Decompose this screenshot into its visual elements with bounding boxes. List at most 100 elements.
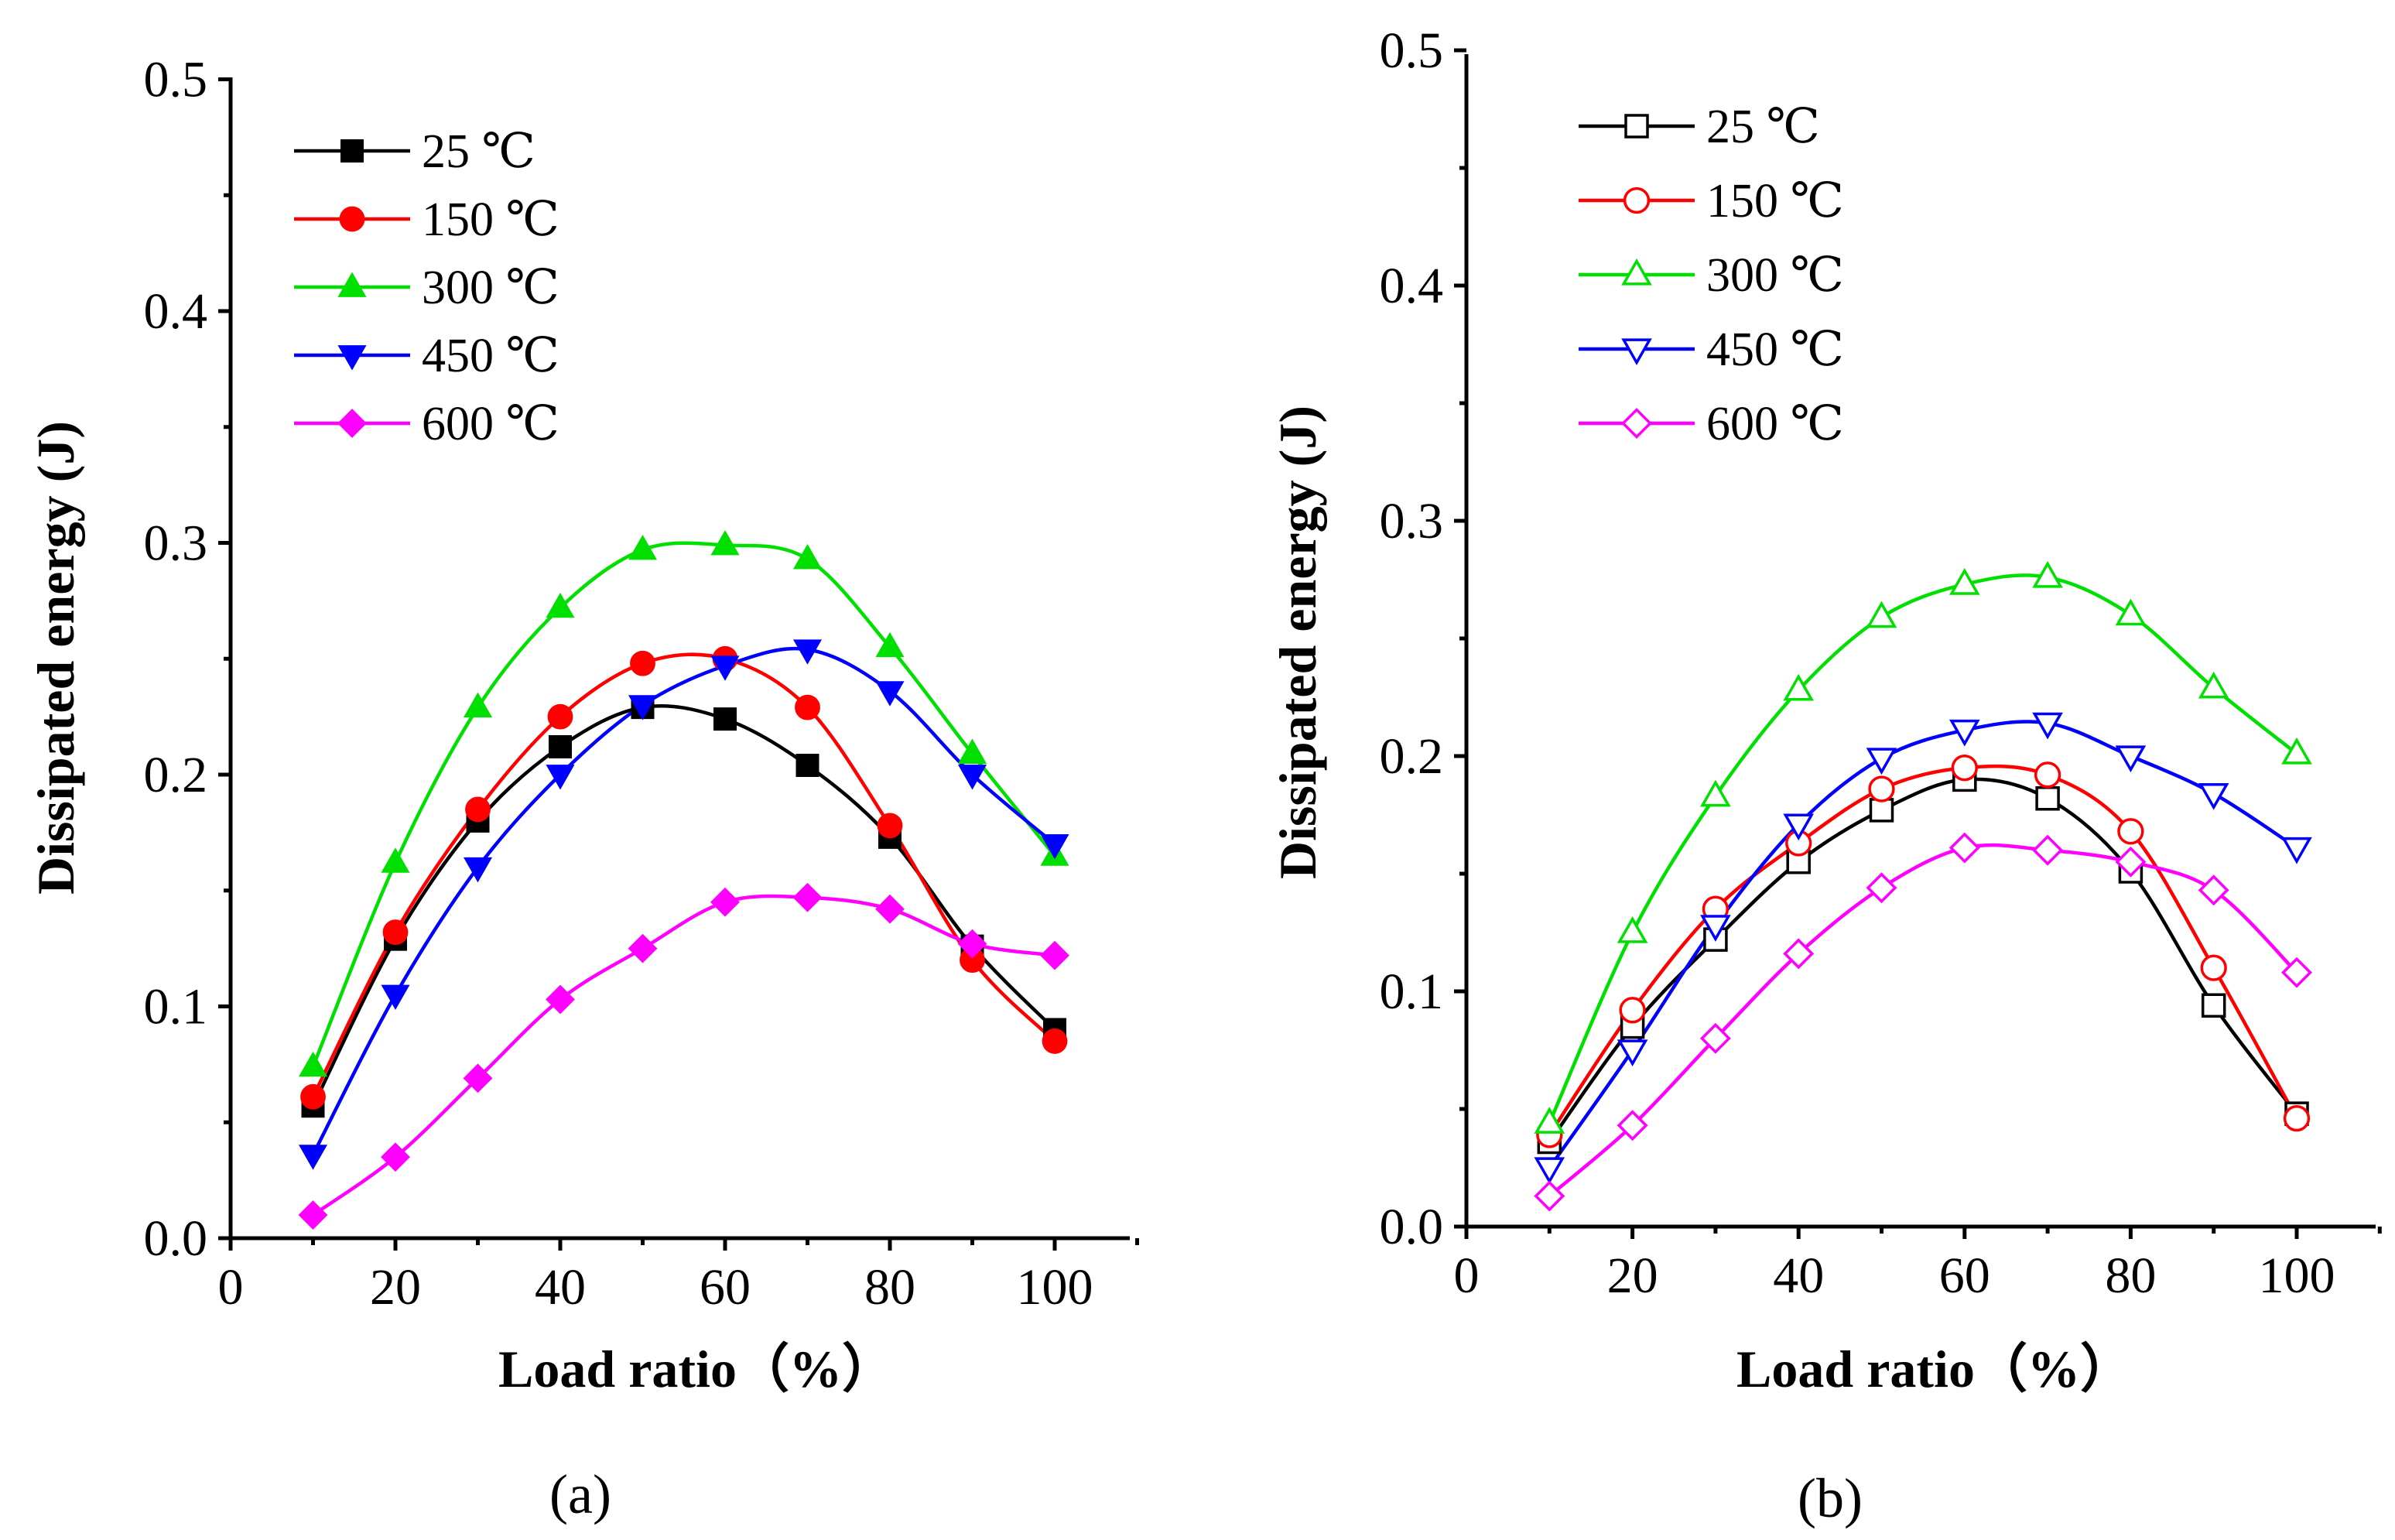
data-point: [792, 543, 823, 570]
x-tick-label: 80: [2105, 1247, 2156, 1304]
legend-marker: [1621, 408, 1652, 439]
data-point: [875, 681, 905, 707]
data-point: [1699, 1022, 1731, 1054]
x-tick-label: 100: [2259, 1247, 2335, 1304]
y-axis-title: Dissipated energy (J): [26, 421, 85, 895]
data-point: [792, 639, 823, 665]
legend-marker: [1621, 258, 1652, 286]
data-point: [2281, 737, 2312, 765]
chart-panel-a: 0 20 40 60 80 100 0.0 0.1 0.2 0.3 0.4 0.5 25 ℃ 150 ℃…: [26, 52, 1139, 1525]
data-point: [1534, 1157, 1565, 1185]
data-point: [710, 529, 740, 556]
data-point: [546, 765, 575, 790]
data-point: [795, 694, 820, 720]
legend-label: 25 ℃: [1706, 101, 1820, 153]
data-point: [2034, 761, 2061, 789]
data-point: [2283, 1105, 2311, 1132]
data-point: [1951, 755, 1978, 782]
y-tick-label: 0.3: [1380, 493, 1444, 549]
data-point: [1783, 673, 1815, 701]
data-point: [628, 695, 658, 720]
legend-marker: [339, 206, 365, 232]
data-point: [2201, 993, 2226, 1018]
y-tick-label: 0.0: [144, 1210, 208, 1267]
x-tick-label: 60: [700, 1259, 751, 1316]
data-point: [875, 631, 905, 658]
data-point: [2198, 671, 2229, 699]
data-point: [1042, 1028, 1068, 1054]
legend-label: 25 ℃: [422, 125, 535, 178]
y-tick-label: 0.1: [1380, 963, 1444, 1020]
data-point: [2032, 834, 2064, 866]
panel-label-a: (a): [549, 1463, 611, 1525]
y-axis-title: Dissipated energy (J): [1268, 406, 1327, 879]
data-point: [875, 894, 905, 924]
data-point: [1040, 833, 1069, 860]
data-point: [2115, 846, 2147, 878]
legend-label: 300 ℃: [422, 262, 559, 314]
data-point: [2198, 874, 2229, 906]
data-point: [792, 882, 823, 912]
data-point: [630, 650, 655, 676]
data-point: [546, 984, 575, 1015]
legend-marker: [337, 272, 367, 297]
x-tick-label: 40: [535, 1259, 586, 1316]
data-point: [1617, 1110, 1648, 1141]
data-point: [2035, 785, 2060, 811]
legend-label: 600 ℃: [422, 398, 559, 450]
x-axis-title: Load ratio（%）: [498, 1340, 895, 1398]
data-point: [1700, 915, 1731, 942]
data-point: [382, 919, 409, 946]
data-point: [1783, 813, 1815, 841]
data-point: [1949, 832, 1980, 864]
y-tick-label: 0.5: [1380, 22, 1444, 79]
data-point: [795, 754, 819, 778]
curves-a: [311, 541, 1056, 1217]
x-tick-label: 60: [1939, 1247, 1990, 1304]
data-point: [298, 1051, 328, 1077]
data-point: [710, 655, 740, 681]
data-point: [1700, 779, 1731, 807]
x-tick-label: 80: [864, 1259, 915, 1316]
x-tick-label: 0: [1454, 1247, 1480, 1304]
data-point: [1040, 940, 1069, 970]
data-point: [957, 929, 987, 959]
data-point: [1866, 872, 1897, 904]
data-point: [2115, 745, 2147, 773]
data-point: [2115, 598, 2147, 626]
data-point: [1617, 915, 1648, 943]
data-point: [547, 703, 573, 730]
data-point: [957, 738, 987, 764]
data-point: [1868, 775, 1895, 803]
legend-label: 300 ℃: [1706, 249, 1844, 302]
data-point: [298, 1200, 328, 1230]
legend-marker: [1623, 187, 1651, 214]
y-tick-label: 0.5: [144, 52, 208, 108]
data-point: [1783, 938, 1815, 970]
x-tick-label: 100: [1017, 1259, 1093, 1316]
data-point: [1534, 1107, 1565, 1134]
data-point: [463, 1063, 493, 1093]
data-point: [463, 857, 493, 883]
data-point: [549, 735, 572, 759]
series-line: [311, 652, 1056, 1098]
data-point: [298, 1145, 328, 1170]
legend-label: 150 ℃: [1706, 175, 1844, 228]
data-point: [1534, 1180, 1565, 1212]
data-point: [1619, 997, 1646, 1024]
data-point: [1866, 601, 1897, 628]
x-axis-title: Load ratio（%）: [1736, 1340, 2133, 1398]
y-tick-label: 0.4: [1380, 258, 1444, 314]
y-tick-label: 0.3: [144, 515, 208, 572]
markers-a: [298, 529, 1069, 1230]
data-point: [1866, 748, 1897, 775]
series-line: [311, 704, 1056, 1107]
x-tick-label: 20: [1607, 1247, 1658, 1304]
legend-label: 450 ℃: [1706, 323, 1844, 376]
data-point: [381, 847, 410, 873]
data-point: [957, 765, 987, 790]
legend-marker: [1624, 114, 1649, 139]
data-point: [2281, 957, 2312, 988]
data-point: [465, 796, 491, 823]
series-line: [1548, 764, 2298, 1136]
